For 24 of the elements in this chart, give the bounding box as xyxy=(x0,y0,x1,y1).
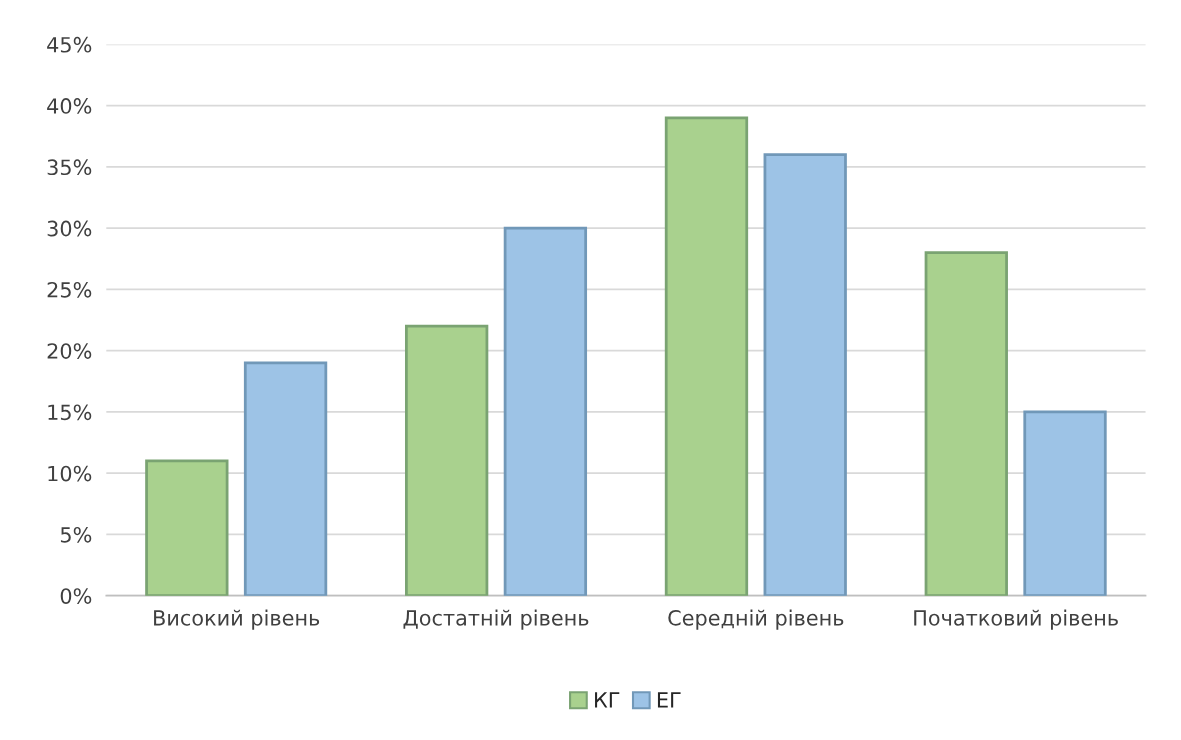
bar xyxy=(924,251,1008,596)
y-tick-label: 25% xyxy=(47,281,92,298)
y-tick-label: 45% xyxy=(47,36,92,53)
y-tick-label: 5% xyxy=(60,526,92,543)
y-tick-label: 40% xyxy=(47,98,92,114)
y-tick-label: 35% xyxy=(47,159,92,176)
bar xyxy=(243,361,328,596)
legend-label: ЕГ xyxy=(657,692,681,708)
y-tick-label: 10% xyxy=(48,465,92,482)
legend-label: КГ xyxy=(595,692,620,708)
bar xyxy=(503,226,588,596)
y-tick-label: 30% xyxy=(47,220,92,237)
y-tick-label: 0% xyxy=(60,588,92,604)
bar xyxy=(1023,410,1107,596)
x-tick-label: Початковий рівень xyxy=(914,609,1118,630)
bar xyxy=(145,459,229,596)
x-tick-label: Високий рівень xyxy=(154,609,320,630)
bar xyxy=(763,153,847,596)
y-tick-label: 20% xyxy=(47,343,92,359)
bar xyxy=(404,324,489,596)
bar xyxy=(664,116,749,596)
x-tick-label: Достатній рівень xyxy=(403,609,589,630)
x-tick-label: Середній рівень xyxy=(668,609,844,630)
y-tick-label: 15% xyxy=(48,404,92,421)
